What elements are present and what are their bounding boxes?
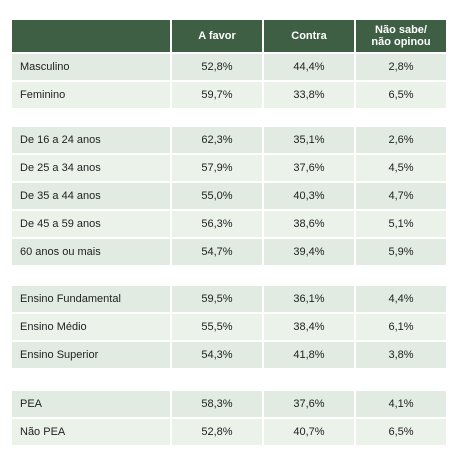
- value-cell: 2,8%: [356, 54, 446, 80]
- value-cell: 4,4%: [356, 286, 446, 312]
- value-cell: 33,8%: [264, 82, 354, 108]
- value-cell: 37,6%: [264, 391, 354, 417]
- row-label: Não PEA: [12, 419, 170, 445]
- value-cell: 44,4%: [264, 54, 354, 80]
- value-cell: 40,7%: [264, 419, 354, 445]
- value-cell: 52,8%: [172, 419, 262, 445]
- row-label: Ensino Fundamental: [12, 286, 170, 312]
- row-label: De 45 a 59 anos: [12, 211, 170, 237]
- value-cell: 6,5%: [356, 82, 446, 108]
- header-cell: Contra: [264, 20, 354, 52]
- header-cell: [12, 20, 170, 52]
- value-cell: 4,1%: [356, 391, 446, 417]
- row-label: De 25 a 34 anos: [12, 155, 170, 181]
- value-cell: 56,3%: [172, 211, 262, 237]
- value-cell: 6,5%: [356, 419, 446, 445]
- value-cell: 52,8%: [172, 54, 262, 80]
- value-cell: 62,3%: [172, 127, 262, 153]
- value-cell: 55,5%: [172, 314, 262, 340]
- value-cell: 38,6%: [264, 211, 354, 237]
- value-cell: 54,3%: [172, 342, 262, 368]
- row-label: De 35 a 44 anos: [12, 183, 170, 209]
- row-label: PEA: [12, 391, 170, 417]
- value-cell: 40,3%: [264, 183, 354, 209]
- value-cell: 36,1%: [264, 286, 354, 312]
- row-label: De 16 a 24 anos: [12, 127, 170, 153]
- value-cell: 58,3%: [172, 391, 262, 417]
- value-cell: 54,7%: [172, 239, 262, 265]
- row-label: Feminino: [12, 82, 170, 108]
- value-cell: 38,4%: [264, 314, 354, 340]
- value-cell: 41,8%: [264, 342, 354, 368]
- value-cell: 5,9%: [356, 239, 446, 265]
- row-label: Ensino Médio: [12, 314, 170, 340]
- row-label: 60 anos ou mais: [12, 239, 170, 265]
- value-cell: 39,4%: [264, 239, 354, 265]
- value-cell: 35,1%: [264, 127, 354, 153]
- row-label: Ensino Superior: [12, 342, 170, 368]
- value-cell: 4,5%: [356, 155, 446, 181]
- value-cell: 57,9%: [172, 155, 262, 181]
- value-cell: 59,5%: [172, 286, 262, 312]
- value-cell: 59,7%: [172, 82, 262, 108]
- header-cell: Não sabe/ não opinou: [356, 20, 446, 52]
- value-cell: 4,7%: [356, 183, 446, 209]
- value-cell: 3,8%: [356, 342, 446, 368]
- value-cell: 6,1%: [356, 314, 446, 340]
- header-cell: A favor: [172, 20, 262, 52]
- row-label: Masculino: [12, 54, 170, 80]
- value-cell: 55,0%: [172, 183, 262, 209]
- value-cell: 2,6%: [356, 127, 446, 153]
- value-cell: 5,1%: [356, 211, 446, 237]
- value-cell: 37,6%: [264, 155, 354, 181]
